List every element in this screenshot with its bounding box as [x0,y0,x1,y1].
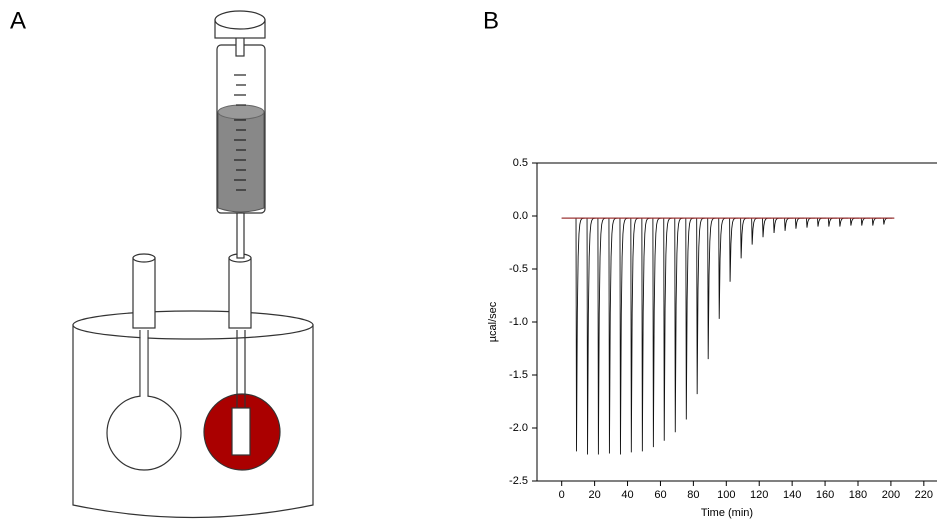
x-tick-label: 60 [654,489,666,501]
injection-peak [751,217,761,245]
injection-peak [641,217,651,452]
injection-peak [773,217,783,234]
injection-peak [718,217,728,319]
injection-peak [674,217,684,433]
injection-peak [882,217,893,225]
injection-peak [871,217,882,226]
x-tick-label: 40 [621,489,633,501]
injection-peak [794,217,805,229]
y-axis-label: µcal/sec [487,301,499,342]
injection-peak [652,217,662,448]
x-tick-label: 0 [559,489,565,501]
injection-peak [817,217,827,227]
injection-peak [860,217,871,226]
injection-peak [696,217,706,395]
injection-peak [784,217,794,231]
y-tick-label: -1.5 [509,369,528,381]
x-tick-label: 100 [717,489,735,501]
y-tick-label: 0.5 [513,157,528,169]
x-tick-label: 220 [915,489,933,501]
y-tick-label: 0.0 [513,210,528,222]
injection-peak [608,217,618,454]
injection-peak [663,217,673,441]
y-tick-label: -1.0 [509,316,528,328]
x-tick-label: 140 [783,489,801,501]
injection-peak [762,217,772,238]
injection-peak [827,217,838,227]
injection-peak [838,217,849,227]
panel-label: B [483,7,499,34]
injection-peak [630,217,640,453]
injection-peak [849,217,860,226]
y-tick-label: -2.5 [509,475,528,487]
injection-peak [619,217,629,455]
injection-peak [597,217,607,455]
injection-peak [685,217,695,420]
x-tick-label: 120 [750,489,768,501]
injection-peak [586,217,596,455]
injection-peak [806,217,816,228]
x-tick-label: 180 [849,489,867,501]
injection-peak [740,217,750,259]
x-tick-label: 80 [687,489,699,501]
x-tick-label: 20 [588,489,600,501]
y-tick-label: -2.0 [509,422,528,434]
x-tick-label: 200 [882,489,900,501]
y-tick-label: -0.5 [509,263,528,275]
itc-diagram [72,10,314,519]
x-tick-label: 160 [816,489,834,501]
injection-peak [707,217,717,360]
panel-label: A [10,7,26,34]
x-axis-label: Time (min) [701,507,753,519]
injection-peak [729,217,739,282]
injection-peak [575,217,585,452]
